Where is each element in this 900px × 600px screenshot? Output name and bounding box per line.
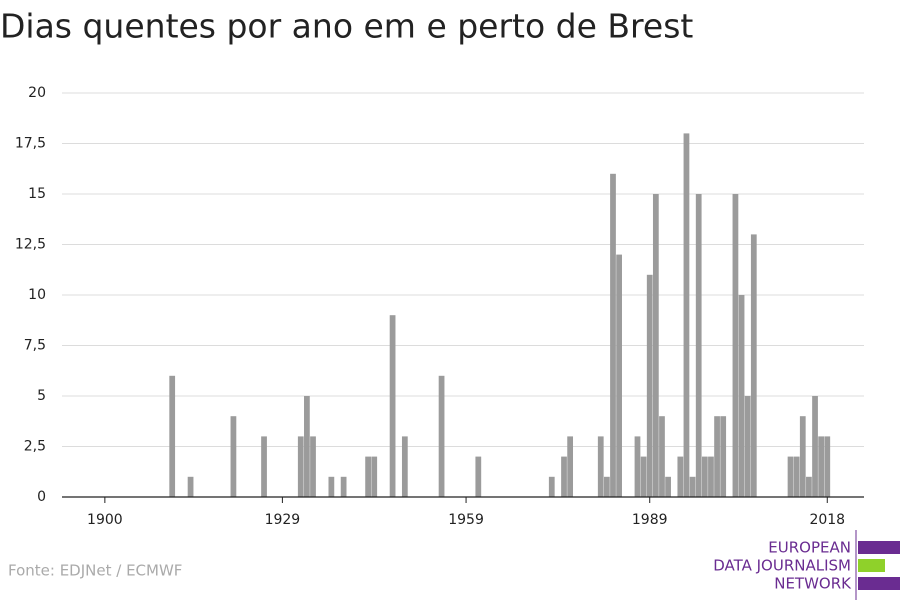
y-tick-label: 7,5	[24, 338, 46, 354]
bar	[665, 476, 671, 497]
logo-text: EUROPEAN	[768, 539, 851, 557]
bar	[701, 456, 708, 497]
bar	[793, 456, 800, 497]
bar	[567, 436, 574, 497]
bar	[475, 456, 482, 497]
bar	[812, 396, 818, 497]
source: Fonte: EDJNet / ECMWF	[8, 562, 182, 580]
bar	[824, 436, 831, 497]
bar	[695, 194, 702, 497]
y-tick-label: 5	[37, 388, 46, 404]
bar	[304, 396, 310, 497]
bar	[787, 456, 794, 497]
bar	[708, 456, 714, 497]
logo-bar	[858, 541, 900, 554]
bar	[328, 476, 335, 497]
bar	[389, 315, 396, 497]
bar	[597, 436, 604, 497]
bar	[438, 375, 445, 497]
bar	[806, 476, 812, 497]
x-tick-label: 1929	[265, 512, 301, 528]
logo-bar	[858, 559, 885, 572]
logo-text: DATA JOURNALISM	[713, 557, 851, 575]
x-tick-label: 1900	[87, 512, 123, 528]
x-tick-label: 1989	[632, 512, 668, 528]
bar	[187, 476, 194, 497]
bar	[401, 436, 408, 497]
logo-bar	[858, 577, 900, 590]
bar	[610, 173, 616, 498]
chart-title: Dias quentes por ano em e perto de Brest	[0, 7, 693, 46]
bar	[646, 274, 653, 497]
bar	[714, 416, 720, 497]
bar	[683, 133, 690, 497]
bar	[634, 436, 641, 497]
bar	[677, 456, 684, 497]
bar	[603, 476, 610, 497]
bar	[652, 194, 659, 497]
bar	[799, 416, 806, 497]
bar	[640, 456, 647, 497]
bar	[720, 416, 727, 497]
y-tick-label: 17,5	[15, 136, 46, 152]
bar	[744, 396, 751, 497]
bar	[548, 476, 555, 497]
bar	[310, 436, 316, 497]
x-tick-label: 2018	[809, 512, 845, 528]
bar	[340, 476, 347, 497]
y-tick-label: 2,5	[24, 439, 46, 455]
y-tick-label: 20	[28, 85, 46, 101]
bar	[616, 254, 622, 497]
bar	[230, 416, 237, 497]
y-tick-label: 0	[37, 489, 46, 505]
bar	[818, 436, 825, 497]
bar	[732, 194, 739, 497]
bar	[561, 456, 567, 497]
y-tick-label: 15	[28, 186, 46, 202]
bar	[371, 456, 378, 497]
y-tick-label: 10	[28, 287, 46, 303]
x-tick-label: 1959	[448, 512, 484, 528]
bar	[261, 436, 267, 497]
bar	[750, 234, 757, 497]
logo-text: NETWORK	[774, 575, 852, 593]
bar	[659, 416, 665, 497]
bar	[365, 456, 371, 497]
bar	[689, 476, 696, 497]
y-tick-label: 12,5	[15, 237, 46, 253]
bar	[169, 375, 176, 497]
bar	[738, 295, 745, 497]
bar	[297, 436, 304, 497]
